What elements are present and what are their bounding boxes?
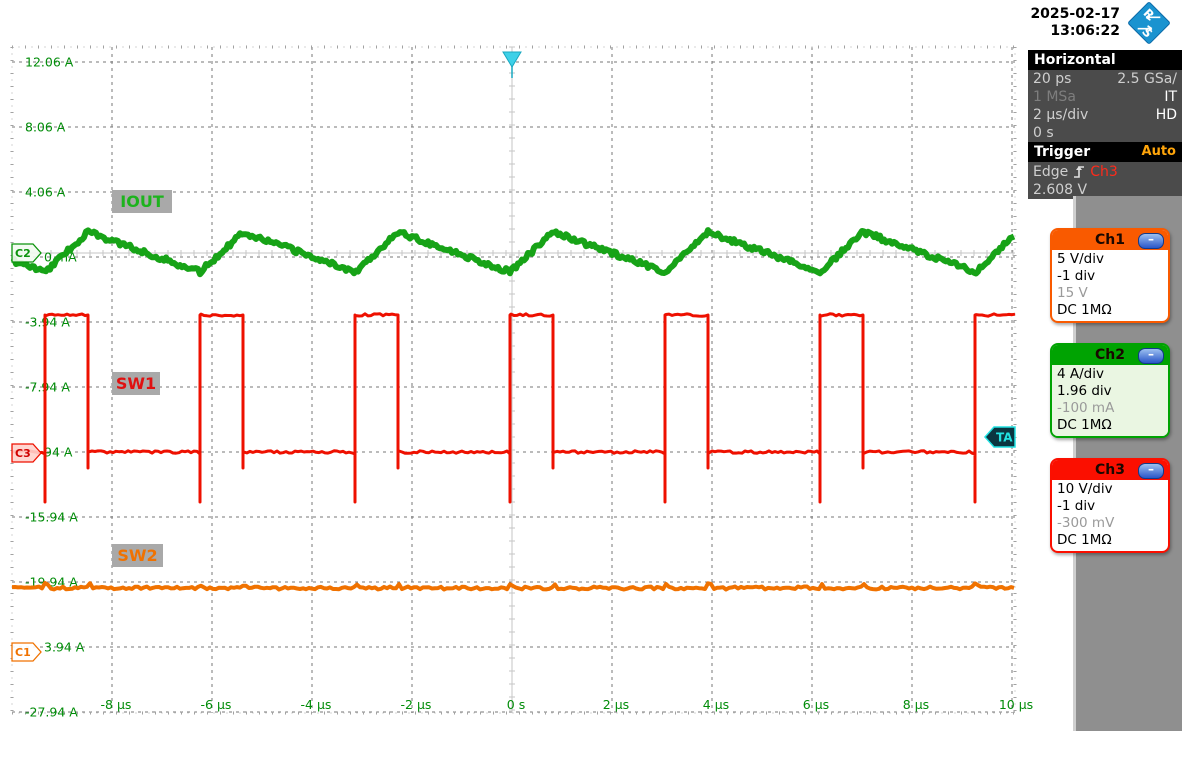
ch1-label: Ch1 <box>1095 232 1125 248</box>
rs-logo: R S <box>1128 2 1170 44</box>
trace-label-sw1[interactable]: SW1 <box>112 372 160 395</box>
trace-iout[interactable] <box>10 227 1016 278</box>
datetime-display: 2025-02-17 13:06:22 <box>1000 6 1120 40</box>
y-tick-label: 94 A <box>44 445 73 460</box>
trace-sw2[interactable] <box>11 581 1015 592</box>
svg-text:C2: C2 <box>15 247 31 260</box>
horizontal-row-samplerate[interactable]: 20 ps 2.5 GSa/ <box>1028 70 1182 88</box>
horizontal-row-timebase[interactable]: 2 µs/div HD <box>1028 106 1182 124</box>
x-tick-label: -8 µs <box>101 697 132 712</box>
timebase-value: 2 µs/div <box>1033 107 1089 123</box>
ch3-header[interactable]: Ch3 – <box>1052 460 1168 480</box>
plot-background <box>12 47 1015 713</box>
ch3-offset: -300 mV <box>1057 515 1115 531</box>
trigger-position-marker[interactable] <box>502 51 522 78</box>
channel-box-ch3[interactable]: Ch3 – 10 V/div -1 div -300 mV DC 1MΩ <box>1050 458 1170 553</box>
y-tick-label: 3.94 A <box>44 640 85 655</box>
trigger-level-value: 2.608 V <box>1033 182 1088 198</box>
it-mode-flag: IT <box>1164 89 1177 105</box>
x-tick-label: 6 µs <box>803 697 829 712</box>
resolution-value: 20 ps <box>1033 71 1072 87</box>
y-tick-label: -7.94 A <box>25 380 70 395</box>
ch3-minimize-button[interactable]: – <box>1138 463 1164 479</box>
ch2-position: 1.96 div <box>1057 383 1112 399</box>
recordlength-value: 1 MSa <box>1033 89 1076 105</box>
channel-marker-c1[interactable]: C1 <box>11 642 42 662</box>
date-text: 2025-02-17 <box>1030 6 1120 22</box>
ch3-scale: 10 V/div <box>1057 481 1113 497</box>
y-tick-label: 8.06 A <box>25 120 66 135</box>
x-tick-label: 8 µs <box>903 697 929 712</box>
trigger-source-value: Ch3 <box>1090 163 1118 180</box>
horizontal-panel-header[interactable]: Horizontal <box>1028 50 1182 70</box>
y-tick-label: 12.06 A <box>25 55 74 70</box>
ch1-position: -1 div <box>1057 268 1096 284</box>
time-text: 13:06:22 <box>1050 23 1120 39</box>
y-tick-label: -15.94 A <box>25 510 78 525</box>
x-tick-label: -6 µs <box>201 697 232 712</box>
trigger-level-flag[interactable]: TA <box>983 426 1016 448</box>
channel-box-ch1[interactable]: Ch1 – 5 V/div -1 div 15 V DC 1MΩ <box>1050 228 1170 323</box>
horizontal-trigger-panel: Horizontal 20 ps 2.5 GSa/ 1 MSa IT 2 µs/… <box>1028 50 1182 199</box>
ch1-scale: 5 V/div <box>1057 251 1104 267</box>
ch2-header[interactable]: Ch2 – <box>1052 345 1168 365</box>
ch1-header[interactable]: Ch1 – <box>1052 230 1168 250</box>
trigger-panel-header[interactable]: Trigger Auto <box>1028 142 1182 162</box>
trigger-mode-badge: Auto <box>1141 144 1176 159</box>
trace-sw1[interactable] <box>11 312 1016 504</box>
ch1-offset: 15 V <box>1057 285 1088 301</box>
channel-marker-c3[interactable]: C3 <box>11 443 42 463</box>
horizontal-position-value: 0 s <box>1033 125 1054 141</box>
svg-text:C1: C1 <box>15 646 31 659</box>
ch2-coupling: DC 1MΩ <box>1057 417 1112 433</box>
ch2-minimize-button[interactable]: – <box>1138 348 1164 364</box>
ch1-coupling: DC 1MΩ <box>1057 302 1112 318</box>
trigger-type-value: Edge <box>1033 163 1069 180</box>
ch2-label: Ch2 <box>1095 347 1125 363</box>
samplerate-value: 2.5 GSa/ <box>1117 71 1177 87</box>
trace-label-sw2[interactable]: SW2 <box>112 544 163 567</box>
trigger-level-row[interactable]: 2.608 V <box>1028 181 1182 199</box>
x-tick-label: -4 µs <box>301 697 332 712</box>
x-tick-label: -2 µs <box>401 697 432 712</box>
ch3-coupling: DC 1MΩ <box>1057 532 1112 548</box>
x-tick-label: 4 µs <box>703 697 729 712</box>
trigger-type-row[interactable]: Edge Ch3 <box>1028 162 1182 181</box>
trace-label-iout[interactable]: IOUT <box>112 190 172 213</box>
ch3-position: -1 div <box>1057 498 1096 514</box>
x-tick-label: 2 µs <box>603 697 629 712</box>
ch3-label: Ch3 <box>1095 462 1125 478</box>
svg-text:TA: TA <box>996 431 1013 445</box>
trigger-title: Trigger <box>1034 144 1091 160</box>
x-tick-label: 10 µs <box>999 697 1033 712</box>
channel-box-ch2[interactable]: Ch2 – 4 A/div 1.96 div -100 mA DC 1MΩ <box>1050 343 1170 438</box>
horizontal-row-position[interactable]: 0 s <box>1028 124 1182 142</box>
y-tick-label: -3.94 A <box>25 315 70 330</box>
ch2-offset: -100 mA <box>1057 400 1115 416</box>
y-tick-label: -27.94 A <box>25 705 78 720</box>
channel-marker-c2[interactable]: C2 <box>11 243 42 263</box>
ch2-scale: 4 A/div <box>1057 366 1104 382</box>
hd-mode-flag: HD <box>1155 107 1177 123</box>
svg-text:C3: C3 <box>15 447 31 460</box>
horizontal-row-recordlength[interactable]: 1 MSa IT <box>1028 88 1182 106</box>
y-tick-label: 4.06 A <box>25 185 66 200</box>
rising-edge-icon <box>1074 166 1085 178</box>
ch1-minimize-button[interactable]: – <box>1138 233 1164 249</box>
horizontal-title: Horizontal <box>1034 52 1116 68</box>
x-tick-label: 0 s <box>507 697 525 712</box>
